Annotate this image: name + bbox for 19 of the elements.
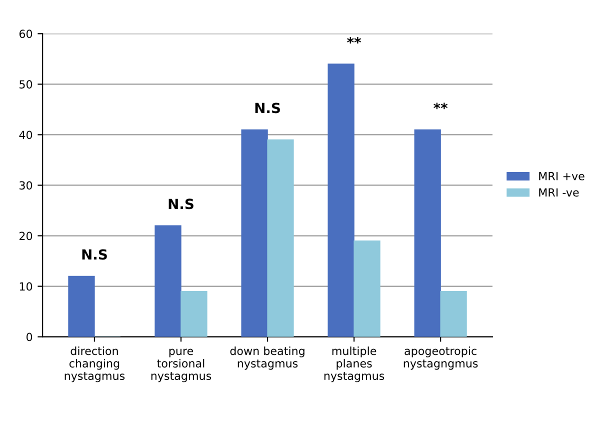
y-tick-label: 0 — [26, 332, 32, 342]
annotation: ** — [434, 102, 448, 110]
y-tick-label: 40 — [19, 130, 32, 140]
y-tick-label: 10 — [20, 282, 32, 291]
x-tick-label: pure torsional nystagmus — [151, 348, 212, 382]
y-tick-label: 20 — [20, 232, 32, 240]
legend-label: MRI -ve — [539, 188, 579, 197]
x-tick-label: multiple planes nystagmus — [324, 346, 384, 382]
annotation: ** — [347, 37, 362, 44]
y-tick-label: 50 — [20, 80, 32, 89]
annotation: N.S — [255, 102, 280, 114]
annotation: N.S — [82, 249, 107, 260]
x-tick-label: down beating nystagmus — [230, 346, 304, 370]
x-tick-label: apogeotropic nystagngmus — [404, 346, 478, 370]
x-tick-label: direction changing nystagmus — [64, 346, 125, 382]
y-tick-label: 60 — [19, 30, 32, 38]
y-tick-label: 30 — [20, 181, 32, 190]
legend-label: MRI +ve — [539, 172, 584, 180]
annotation: N.S — [168, 198, 194, 210]
